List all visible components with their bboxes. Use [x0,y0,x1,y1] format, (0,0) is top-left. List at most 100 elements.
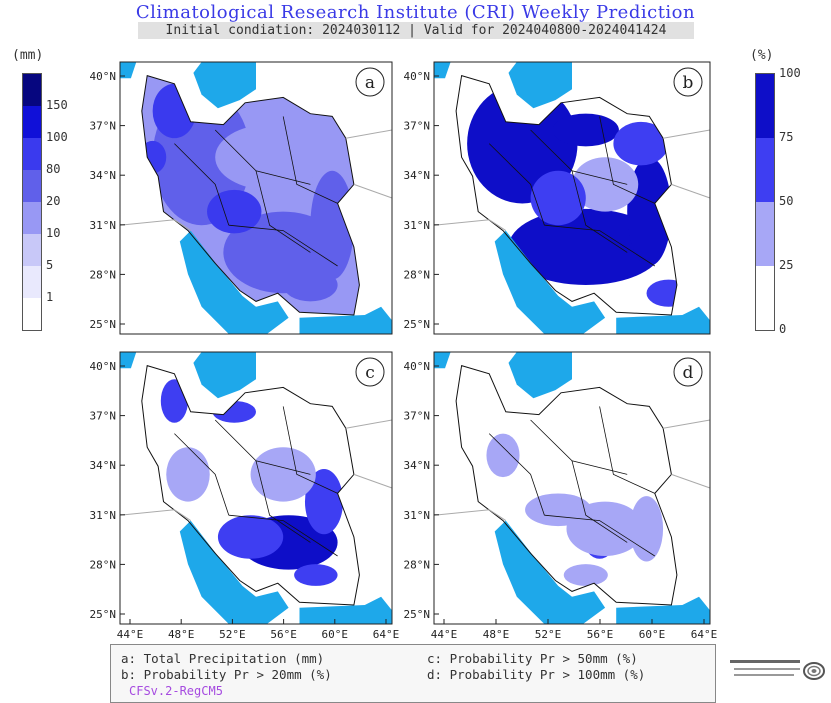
sea [494,520,606,624]
precip-area [530,170,586,226]
colorbar-swatch [756,74,774,138]
panel-label: b [683,73,694,93]
left-colorbar-unit: (mm) [12,48,44,63]
sea [120,62,137,79]
colorbar-tick-label: 20 [46,194,61,208]
lat-label: 40°N [404,70,431,83]
colorbar-swatch [23,202,41,234]
lat-label: 37°N [90,120,117,133]
right-colorbar-unit: (%) [750,48,774,63]
precip-area [215,124,324,190]
sea [179,520,289,624]
colorbar-swatch [23,266,41,298]
legend-box: a: Total Precipitation (mm) b: Probabili… [110,644,716,703]
panel-label-circle [673,357,703,387]
colorbar-tick-label: 10 [46,226,61,240]
lat-label: 28°N [404,268,431,281]
precip-area [294,564,338,586]
legend-b-text: b: Probability Pr > 20mm (%) [121,667,332,682]
lat-label: 37°N [90,410,117,423]
lat-label: 31°N [90,219,117,232]
precip-area [166,447,210,502]
precip-area [304,468,344,535]
colorbar-tick-label: 100 [46,130,68,144]
lon-label: 52°E [219,628,246,641]
left-colorbar [22,73,42,331]
sea [193,352,256,399]
lat-label: 28°N [404,558,431,571]
precip-area [629,496,664,562]
lat-label: 40°N [90,360,117,373]
sea [434,62,451,79]
colorbar-swatch [23,74,41,106]
panel-label-circle [673,67,703,97]
sea [120,352,137,369]
lat-label: 34°N [90,169,117,182]
colorbar-swatch [756,266,774,330]
sea [616,306,710,334]
colorbar-tick-label: 150 [46,98,68,112]
colorbar-swatch [23,106,41,138]
precip-area [217,515,284,559]
model-name: CFSv.2-RegCM5 [129,684,223,698]
lon-label: 60°E [322,628,349,641]
sea [179,230,289,334]
panel-label: a [365,73,375,93]
lon-label: 64°E [373,628,400,641]
chart-subtitle: Initial condiation: 2024030112 | Valid f… [138,22,694,39]
colorbar-tick-label: 5 [46,258,54,272]
lat-label: 25°N [90,608,117,621]
colorbar-swatch [23,138,41,170]
colorbar-tick-label: 1 [46,290,54,304]
lat-label: 25°N [404,608,431,621]
colorbar-tick-label: 0 [779,322,787,336]
lat-label: 40°N [404,360,431,373]
sea [494,230,606,334]
map-panel-b: b 40°N 37°N 34°N 31°N 28°N 25°N [404,61,711,335]
precip-area [207,189,262,234]
colorbar-swatch [23,170,41,202]
map-panel-a: a 40°N 37°N 34°N 31°N 28°N 25°N [90,61,393,335]
legend-d-text: d: Probability Pr > 100mm (%) [427,667,646,682]
lon-label: 60°E [639,628,666,641]
colorbar-tick-label: 100 [779,66,801,80]
legend-a-text: a: Total Precipitation (mm) [121,651,325,666]
lon-label: 56°E [270,628,297,641]
sea [508,62,572,109]
lon-label: 56°E [587,628,614,641]
lat-label: 34°N [90,459,117,472]
sea [299,596,392,624]
panel-label: d [683,363,694,383]
colorbar-swatch [23,298,41,330]
panel-label-circle [355,67,385,97]
right-colorbar [755,73,775,331]
precip-area [250,447,316,502]
lat-label: 31°N [404,219,431,232]
lat-label: 37°N [404,120,431,133]
lat-label: 31°N [404,509,431,522]
precip-area [572,157,639,212]
precip-area [563,564,608,586]
lat-label: 40°N [90,70,117,83]
colorbar-tick-label: 75 [779,130,794,144]
sea [434,352,451,369]
lat-label: 37°N [404,410,431,423]
chart-title: Climatological Research Institute (CRI) … [135,2,696,23]
legend-c-text: c: Probability Pr > 50mm (%) [427,651,638,666]
lat-label: 34°N [404,459,431,472]
lat-label: 25°N [90,318,117,331]
precip-area [646,279,677,307]
colorbar-swatch [756,138,774,202]
map-panel-c: c 40°N 37°N 34°N 31°N 28°N 25°N44°E 48°E 52°E 56°… [90,351,400,641]
lon-label: 64°E [691,628,718,641]
sea [193,62,256,109]
colorbar-tick-label: 50 [779,194,794,208]
lat-label: 34°N [404,169,431,182]
sea [508,352,572,399]
lon-label: 48°E [168,628,195,641]
colorbar-tick-label: 80 [46,162,61,176]
lat-label: 25°N [404,318,431,331]
lon-label: 44°E [117,628,144,641]
colorbar-tick-label: 25 [779,258,794,272]
